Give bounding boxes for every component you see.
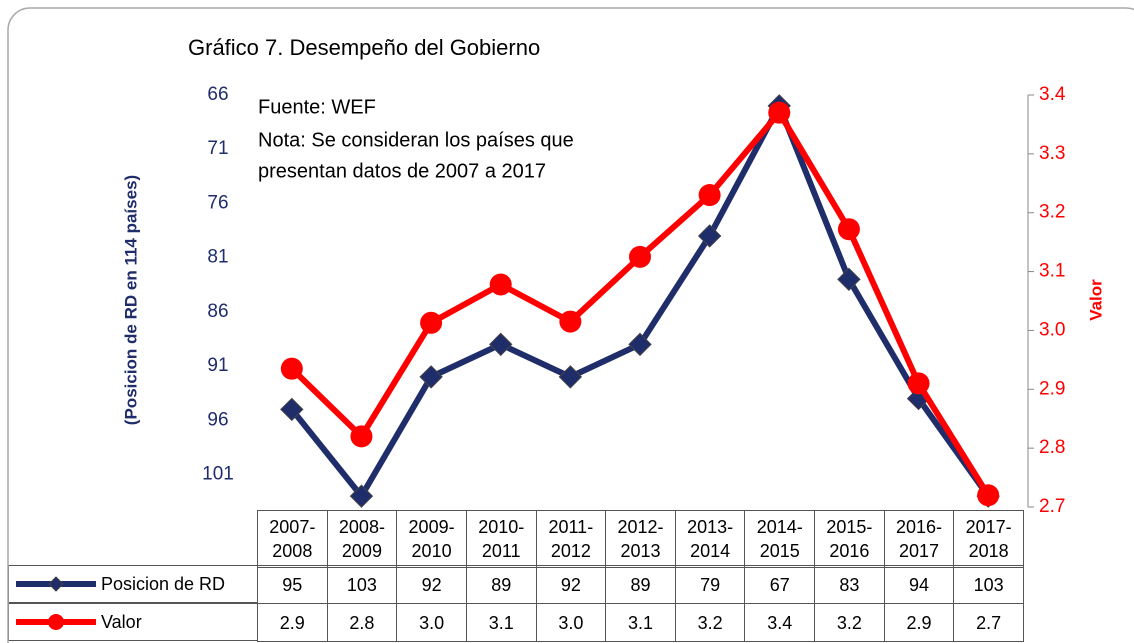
y-tick-label: 81 <box>207 247 228 268</box>
y-tick-label: 96 <box>207 409 228 430</box>
table-value: 3.0 <box>396 603 467 642</box>
y2-axis-label: Valor <box>1086 279 1105 321</box>
category-cell: 2009-2010 <box>396 510 467 568</box>
table-value: 2.9 <box>883 603 955 642</box>
marker <box>280 357 303 380</box>
y-tick-label: 71 <box>207 138 228 159</box>
table-value: 3.0 <box>535 603 607 642</box>
marker <box>906 386 931 411</box>
y2-tick-label: 3.2 <box>1039 202 1065 223</box>
table-value: 95 <box>257 565 328 604</box>
series-line <box>289 109 991 497</box>
marker <box>280 397 304 422</box>
category-cell: 2015-2016 <box>814 510 885 568</box>
marker <box>698 184 721 207</box>
category-cell: 2008-2009 <box>326 510 398 568</box>
table-value: 83 <box>814 565 885 604</box>
marker <box>628 332 652 357</box>
annotation: Nota: Se consideran los países que <box>258 129 574 151</box>
marker <box>907 372 930 395</box>
category-cell: 2013-2014 <box>674 510 746 568</box>
y2-tick-label: 3.0 <box>1039 319 1065 340</box>
marker <box>558 365 583 389</box>
table-value: 2.8 <box>326 603 398 642</box>
y2-tick-label: 3.4 <box>1039 84 1066 105</box>
marker <box>837 218 860 241</box>
table-value: 92 <box>396 565 467 604</box>
marker <box>350 425 373 448</box>
table-value: 79 <box>674 565 746 604</box>
table-value: 89 <box>465 565 537 604</box>
y-axis-label: (Posicion de RD en 114 países) <box>121 175 140 425</box>
table-value: 94 <box>883 565 955 604</box>
category-cell: 2011-2012 <box>535 510 607 568</box>
y2-tick-label: 3.3 <box>1039 143 1065 164</box>
marker <box>629 245 651 268</box>
category-cell: 2012-2013 <box>605 510 676 568</box>
y2-tick-label: 2.8 <box>1039 437 1065 458</box>
table-value: 3.1 <box>605 603 676 642</box>
marker <box>559 310 582 333</box>
marker <box>697 224 722 248</box>
table-value: 103 <box>953 565 1024 604</box>
y2-tick-label: 2.9 <box>1039 378 1065 399</box>
category-cell: 2017-2018 <box>953 510 1024 568</box>
table-value: 3.2 <box>674 603 746 642</box>
marker <box>420 311 443 334</box>
y2-tick-label: 3.1 <box>1039 261 1065 282</box>
table-value: 3.4 <box>744 603 816 642</box>
y-tick-label: 86 <box>207 301 228 322</box>
category-cell: 2014-2015 <box>744 510 816 568</box>
category-cell: 2010-2011 <box>465 510 537 568</box>
y-tick-label: 101 <box>202 463 234 484</box>
y-tick-label: 66 <box>207 84 228 105</box>
legend-cell: Posicion de RD <box>8 565 258 603</box>
table-value: 92 <box>535 565 607 604</box>
annotation: Fuente: WEF <box>258 96 376 118</box>
marker <box>489 273 512 296</box>
marker <box>349 484 374 508</box>
series-line <box>289 102 991 500</box>
marker <box>976 484 1000 508</box>
category-cell: 2007-2008 <box>257 510 328 568</box>
table-value: 3.1 <box>465 603 537 642</box>
marker <box>837 267 861 292</box>
table-value: 67 <box>744 565 816 604</box>
table-value: 2.9 <box>257 603 328 642</box>
table-value: 2.7 <box>953 603 1024 642</box>
marker <box>977 484 1000 507</box>
marker <box>489 332 513 357</box>
table-value: 89 <box>605 565 676 604</box>
y-tick-label: 76 <box>207 192 228 213</box>
legend-cell: Valor <box>8 603 258 641</box>
category-cell: 2016-2017 <box>883 510 955 568</box>
marker <box>767 94 791 118</box>
annotation: presentan datos de 2007 a 2017 <box>258 160 546 182</box>
chart-title: Gráfico 7. Desempeño del Gobierno <box>188 35 540 60</box>
marker <box>419 365 443 389</box>
y2-tick-label: 2.7 <box>1039 496 1065 517</box>
marker <box>768 101 791 124</box>
table-value: 3.2 <box>814 603 885 642</box>
table-value: 103 <box>326 565 398 604</box>
y-tick-label: 91 <box>207 355 228 376</box>
